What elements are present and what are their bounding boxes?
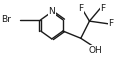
Text: Br: Br [1,15,11,24]
Text: F: F [108,19,114,28]
Text: F: F [78,4,83,13]
Text: N: N [48,7,55,16]
Text: OH: OH [88,46,102,55]
Text: F: F [100,4,106,13]
